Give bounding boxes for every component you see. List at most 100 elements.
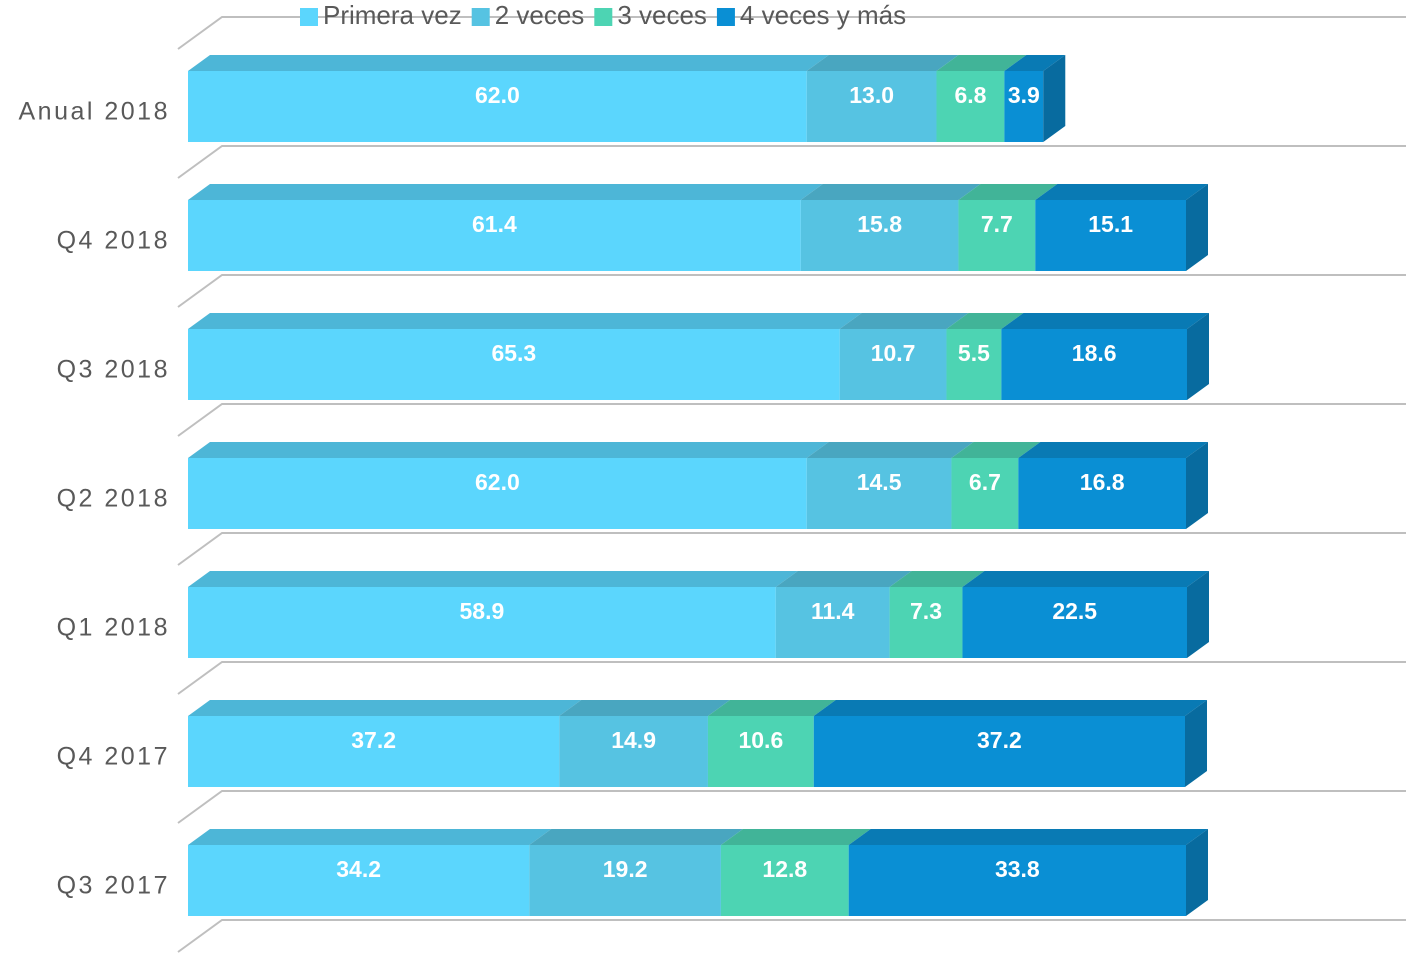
bar-top: [188, 829, 552, 845]
bar-top: [1001, 313, 1209, 329]
value-label: 16.8: [1080, 469, 1125, 495]
bar-top: [962, 571, 1209, 587]
bar-top: [946, 313, 1024, 329]
legend-label: Primera vez: [323, 0, 462, 30]
bar-top: [1035, 184, 1208, 200]
bar: [707, 716, 814, 787]
bar-side: [1043, 55, 1066, 142]
bar: [529, 845, 721, 916]
bar-top: [188, 55, 829, 71]
value-label: 18.6: [1072, 340, 1117, 366]
bar-top: [188, 700, 582, 716]
bar: [188, 587, 776, 658]
floor-line: [177, 661, 1406, 695]
bar-side: [1185, 700, 1208, 787]
value-label: 22.5: [1052, 598, 1097, 624]
value-label: 6.8: [954, 82, 986, 108]
value-label: 19.2: [603, 856, 648, 882]
bar: [1018, 458, 1186, 529]
value-label: 7.3: [910, 598, 942, 624]
bar: [958, 200, 1036, 271]
value-label: 61.4: [472, 211, 517, 237]
value-label: 12.8: [762, 856, 807, 882]
value-label: 37.2: [351, 727, 396, 753]
bar: [806, 458, 952, 529]
value-label: 13.0: [849, 82, 894, 108]
value-label: 37.2: [977, 727, 1022, 753]
bar-top: [707, 700, 836, 716]
bar-top: [839, 313, 969, 329]
bar: [188, 200, 801, 271]
floor-line: [177, 403, 1406, 437]
bar: [951, 458, 1019, 529]
bar-side: [1186, 442, 1208, 529]
bar: [1001, 329, 1187, 400]
floor-line: [177, 145, 1406, 179]
bar: [946, 329, 1002, 400]
floor-line: [177, 919, 1406, 953]
bar: [962, 587, 1187, 658]
value-label: 58.9: [460, 598, 505, 624]
value-label: 34.2: [336, 856, 381, 882]
value-label: 65.3: [491, 340, 536, 366]
legend-swatch: [594, 8, 613, 26]
legend-swatch: [471, 8, 490, 26]
bar-top: [188, 442, 829, 458]
category-label: Q4 2017: [57, 743, 170, 771]
legend-swatch: [300, 8, 318, 26]
bar: [559, 716, 708, 787]
bar-top: [936, 55, 1027, 71]
bar: [1035, 200, 1186, 271]
bar-top: [951, 442, 1041, 458]
value-label: 5.5: [958, 340, 990, 366]
bar-top: [889, 571, 985, 587]
value-label: 6.7: [969, 469, 1001, 495]
bar: [800, 200, 959, 271]
value-label: 10.6: [738, 727, 783, 753]
value-label: 15.1: [1088, 211, 1133, 237]
bar-top: [188, 184, 823, 200]
bar-top: [806, 55, 959, 71]
legend-swatch: [716, 8, 735, 26]
bar-top: [958, 184, 1058, 200]
floor-line: [177, 532, 1406, 566]
category-label: Q3 2017: [57, 872, 170, 900]
bar-top: [813, 700, 1208, 716]
category-label: Q2 2018: [57, 485, 170, 513]
bar-top: [806, 442, 974, 458]
category-label: Q4 2018: [57, 227, 170, 255]
bar: [188, 845, 530, 916]
bar: [1004, 71, 1044, 142]
value-label: 10.7: [871, 340, 916, 366]
bar-side: [1186, 313, 1209, 400]
floor-line: [177, 16, 1406, 50]
bar: [848, 845, 1186, 916]
bar: [188, 71, 807, 142]
legend-label: 2 veces: [495, 0, 585, 30]
bar-top: [188, 313, 862, 329]
value-label: 14.9: [611, 727, 656, 753]
bar-top: [1018, 442, 1208, 458]
bar-side: [1186, 829, 1208, 916]
bar-top: [188, 571, 798, 587]
bar: [775, 587, 890, 658]
category-label: Anual 2018: [18, 98, 170, 126]
floor-line: [177, 274, 1406, 308]
category-label: Q3 2018: [57, 356, 170, 384]
value-label: 15.8: [857, 211, 902, 237]
bar-top: [529, 829, 743, 845]
bar: [839, 329, 947, 400]
value-label: 3.9: [1008, 82, 1040, 108]
bar: [936, 71, 1005, 142]
bar: [806, 71, 937, 142]
value-label: 62.0: [475, 82, 520, 108]
bar-side: [1186, 184, 1208, 271]
bar: [188, 458, 807, 529]
bar-top: [559, 700, 730, 716]
bar-side: [1186, 571, 1209, 658]
bar-top: [1004, 55, 1066, 71]
bar-top: [800, 184, 981, 200]
bar: [813, 716, 1186, 787]
bar: [188, 716, 560, 787]
